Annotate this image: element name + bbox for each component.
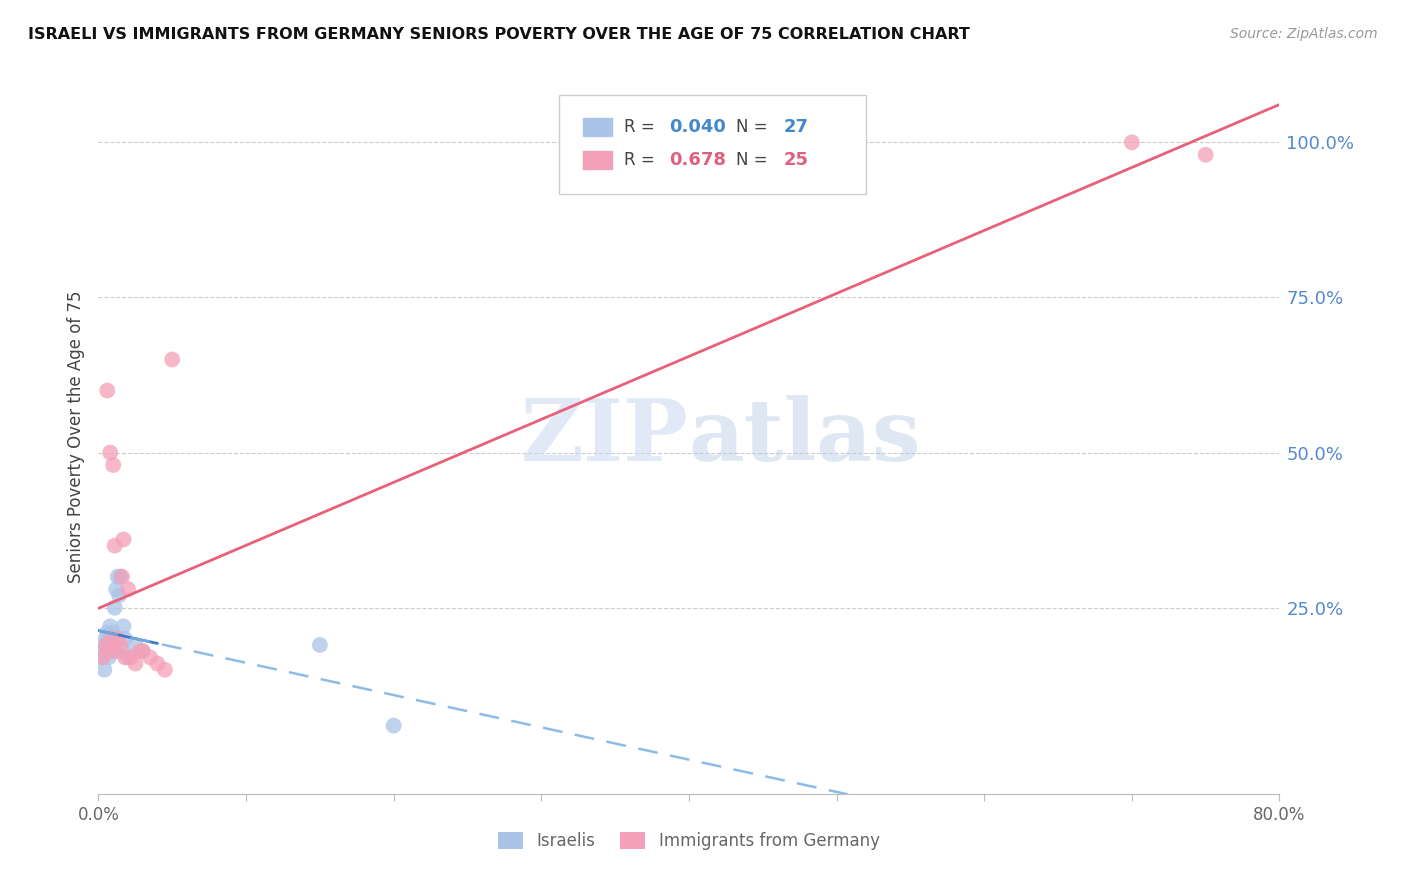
Point — [382, 718, 405, 732]
Y-axis label: Seniors Poverty Over the Age of 75: Seniors Poverty Over the Age of 75 — [66, 291, 84, 583]
Point — [162, 352, 183, 367]
Point — [111, 644, 134, 658]
Point — [1195, 147, 1218, 161]
Point — [104, 600, 127, 615]
Text: 0.678: 0.678 — [669, 152, 725, 169]
Point — [96, 384, 118, 398]
Point — [112, 533, 135, 547]
Text: 25: 25 — [783, 152, 808, 169]
Point — [94, 632, 117, 646]
Point — [107, 632, 129, 646]
Text: N =: N = — [737, 152, 773, 169]
Point — [128, 644, 150, 658]
FancyBboxPatch shape — [560, 95, 866, 194]
Point — [97, 638, 120, 652]
Text: 0.040: 0.040 — [669, 118, 725, 136]
Point — [103, 644, 125, 658]
Point — [110, 570, 132, 584]
Point — [94, 638, 117, 652]
Point — [93, 663, 115, 677]
Text: R =: R = — [624, 152, 659, 169]
Point — [153, 663, 176, 677]
Point — [103, 625, 125, 640]
Point — [117, 582, 139, 596]
Point — [97, 650, 120, 665]
Point — [120, 650, 142, 665]
Text: Source: ZipAtlas.com: Source: ZipAtlas.com — [1230, 27, 1378, 41]
Point — [139, 650, 162, 665]
Point — [91, 650, 114, 665]
Point — [132, 644, 155, 658]
Point — [132, 644, 155, 658]
Point — [110, 638, 132, 652]
Point — [100, 632, 122, 646]
Point — [98, 632, 121, 646]
Point — [146, 657, 169, 671]
Point — [111, 570, 134, 584]
Point — [104, 539, 127, 553]
Point — [98, 619, 121, 633]
Point — [98, 445, 121, 459]
Point — [309, 638, 332, 652]
FancyBboxPatch shape — [582, 152, 612, 169]
Point — [96, 644, 118, 658]
Point — [103, 458, 125, 472]
Point — [124, 638, 146, 652]
Point — [114, 650, 136, 665]
Text: R =: R = — [624, 118, 659, 136]
Text: 27: 27 — [783, 118, 808, 136]
Point — [117, 650, 139, 665]
Point — [100, 638, 122, 652]
Point — [1121, 136, 1143, 150]
Text: ISRAELI VS IMMIGRANTS FROM GERMANY SENIORS POVERTY OVER THE AGE OF 75 CORRELATIO: ISRAELI VS IMMIGRANTS FROM GERMANY SENIO… — [28, 27, 970, 42]
FancyBboxPatch shape — [582, 118, 612, 136]
Point — [91, 644, 114, 658]
Point — [108, 588, 131, 602]
Text: N =: N = — [737, 118, 773, 136]
Point — [94, 638, 117, 652]
Point — [90, 650, 112, 665]
Point — [124, 657, 146, 671]
Point — [105, 582, 128, 596]
Text: ZIP: ZIP — [522, 395, 689, 479]
Point — [96, 625, 118, 640]
Point — [114, 632, 136, 646]
Point — [97, 644, 120, 658]
Point — [112, 619, 135, 633]
Point — [105, 644, 128, 658]
Legend: Israelis, Immigrants from Germany: Israelis, Immigrants from Germany — [492, 825, 886, 857]
Text: atlas: atlas — [689, 395, 921, 479]
Point — [107, 570, 129, 584]
